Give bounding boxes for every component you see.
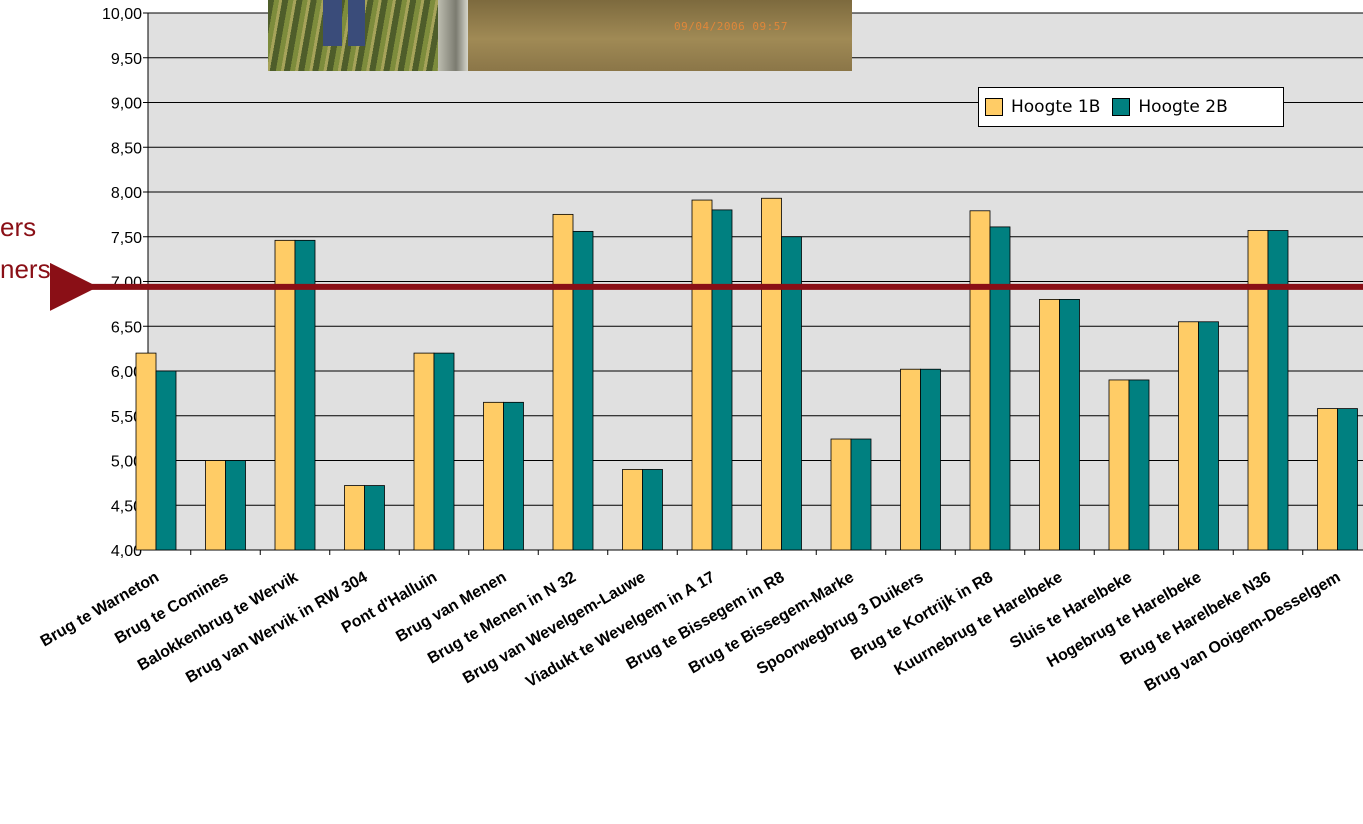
inset-photo: 09/04/2006 09:57 (268, 0, 852, 71)
x-tick-label: Brug te Warneton (38, 569, 162, 651)
bar (135, 352, 157, 551)
legend-swatch-hoogte-1b (985, 98, 1003, 116)
y-tick-label: 6,00 (111, 364, 142, 381)
bar (622, 469, 643, 551)
bar (225, 460, 246, 551)
bar (483, 401, 504, 551)
bar (1317, 408, 1338, 551)
bar (1108, 379, 1130, 551)
bar (711, 209, 733, 551)
bar (1039, 298, 1060, 551)
side-label-line2: ners (0, 254, 51, 284)
photo-person (323, 0, 365, 46)
bar (503, 401, 524, 551)
bar (969, 210, 991, 551)
bar (781, 236, 802, 551)
y-tick-label: 4,00 (111, 543, 142, 560)
photo-timestamp: 09/04/2006 09:57 (674, 20, 788, 33)
y-tick-label: 8,00 (111, 185, 142, 202)
bar (642, 469, 663, 551)
y-tick-label: 7,50 (111, 230, 142, 247)
y-tick-label: 9,50 (111, 51, 142, 68)
legend-swatch-hoogte-2b (1112, 98, 1131, 116)
bar (691, 199, 713, 551)
bar (364, 485, 385, 551)
bar (413, 352, 435, 551)
bar (900, 368, 921, 551)
y-tick-label: 6,50 (111, 319, 142, 336)
bar (761, 197, 782, 551)
bar (205, 460, 226, 551)
chart-legend: Hoogte 1B Hoogte 2B (978, 87, 1284, 127)
bar (1267, 230, 1289, 551)
photo-water (468, 0, 852, 71)
y-tick-label: 8,50 (111, 140, 142, 157)
bar (850, 438, 872, 551)
bar (1059, 298, 1080, 551)
bar (830, 438, 852, 551)
bar (1198, 321, 1219, 551)
legend-item-hoogte-2b: Hoogte 2B (1112, 97, 1228, 117)
y-tick-label: 4,50 (111, 498, 142, 515)
bar (344, 485, 365, 551)
bar (552, 213, 574, 551)
y-tick-label: 5,00 (111, 454, 142, 471)
bar (433, 352, 455, 551)
bar (920, 368, 941, 551)
bar (294, 239, 316, 551)
bar (155, 370, 177, 551)
y-tick-label: 10,00 (102, 6, 142, 23)
x-tick-label: Brug te Comines (112, 569, 231, 648)
bar (989, 226, 1011, 551)
side-label-line1: ers (0, 212, 37, 242)
legend-label-hoogte-2b: Hoogte 2B (1138, 97, 1228, 117)
bar (1128, 379, 1150, 551)
bar (572, 230, 594, 551)
legend-item-hoogte-1b: Hoogte 1B (985, 97, 1100, 117)
bar (1337, 408, 1358, 551)
photo-quay-edge (438, 0, 468, 71)
legend-label-hoogte-1b: Hoogte 1B (1011, 97, 1101, 117)
bar (1178, 321, 1199, 551)
y-tick-label: 5,50 (111, 409, 142, 426)
y-tick-label: 9,00 (111, 96, 142, 113)
bar (1247, 230, 1269, 551)
